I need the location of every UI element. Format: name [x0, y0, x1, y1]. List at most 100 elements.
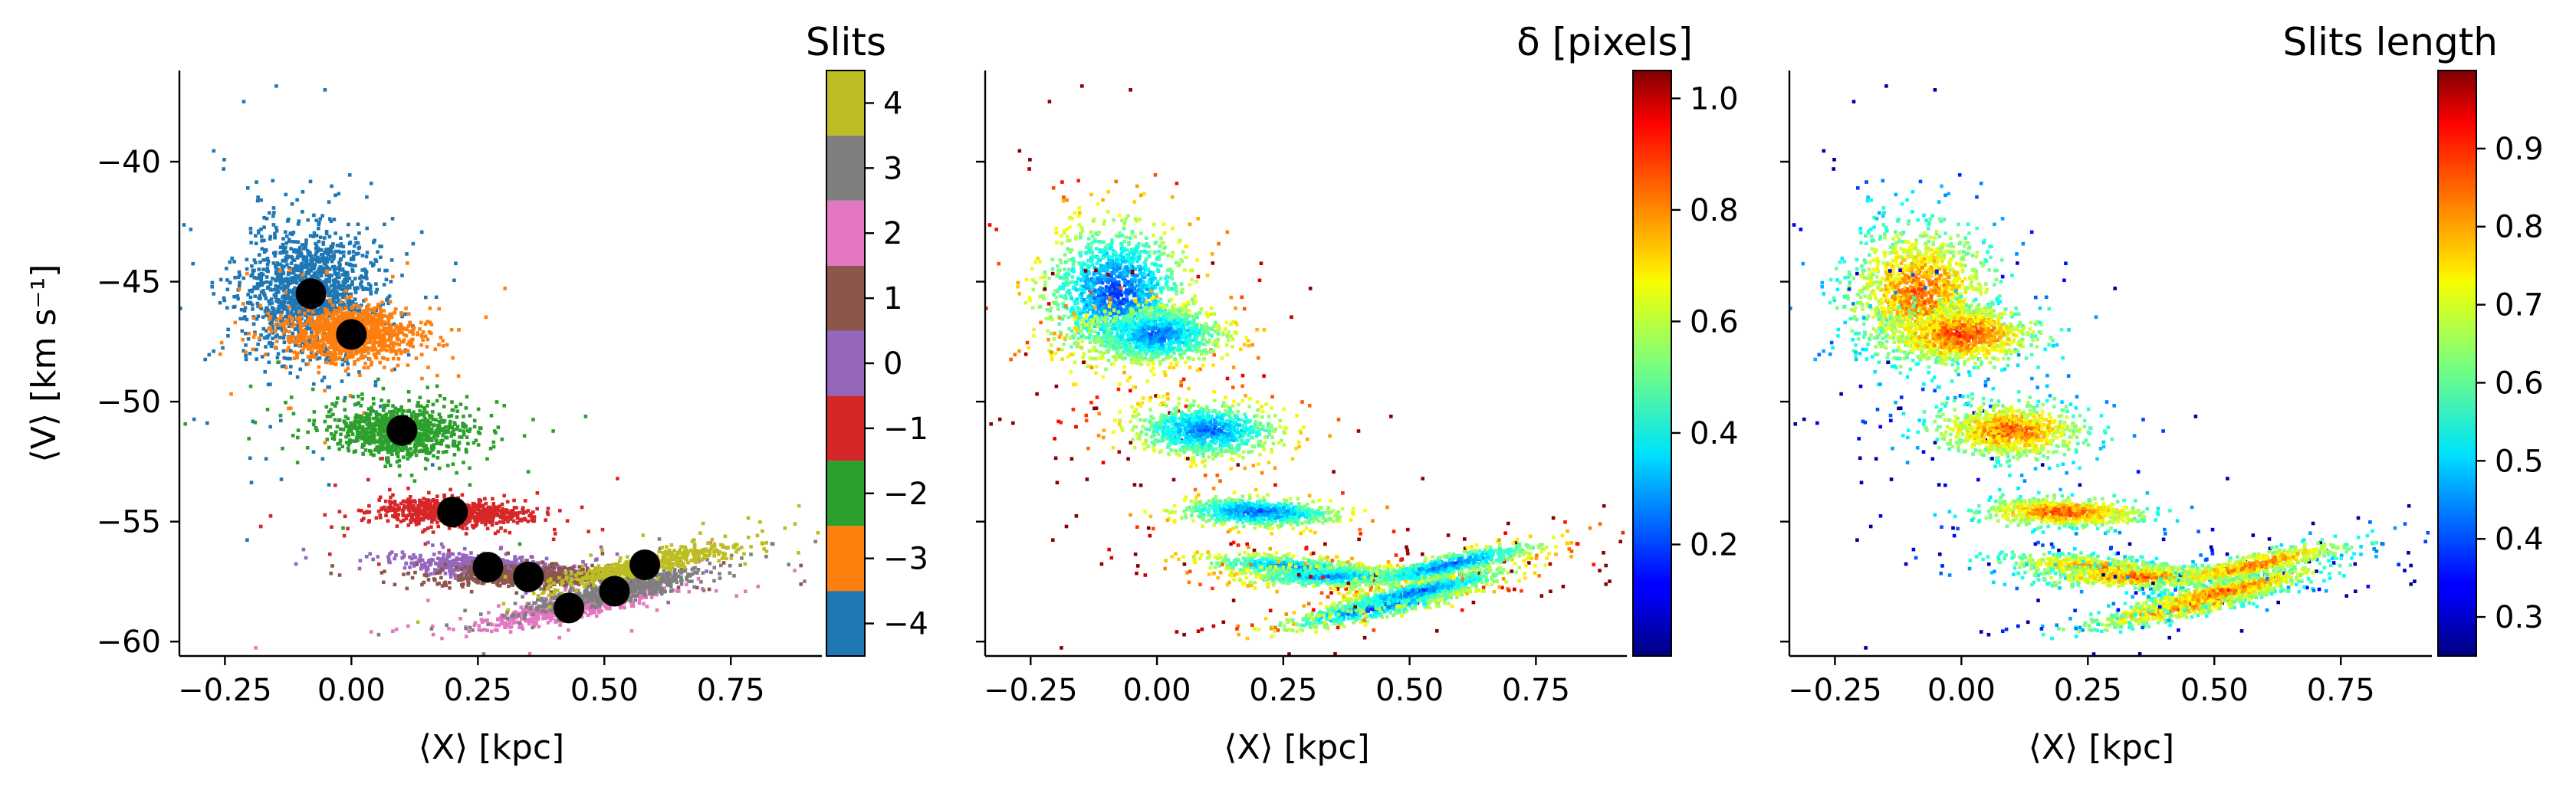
scatter-point [492, 505, 496, 509]
scatter-point [450, 559, 455, 563]
scatter-point [365, 251, 370, 254]
scatter-point [464, 448, 468, 451]
scatter-point [276, 273, 280, 277]
scatter-point [676, 585, 681, 589]
scatter-point [334, 401, 339, 405]
scatter-point [547, 569, 551, 572]
scatter-point [441, 419, 445, 424]
scatter-point [365, 427, 369, 431]
scatter-point [485, 510, 489, 514]
scatter-point [330, 353, 334, 356]
scatter-point [388, 499, 392, 503]
scatter-point [364, 412, 368, 416]
scatter-point [314, 426, 318, 430]
scatter-point [314, 330, 318, 333]
scatter-point [359, 314, 363, 318]
scatter-point [319, 314, 324, 319]
scatter-point [327, 325, 331, 330]
scatter-point [463, 565, 468, 569]
scatter-point [382, 309, 386, 313]
scatter-point [526, 470, 531, 474]
scatter-point [292, 350, 297, 354]
scatter-point [369, 428, 373, 432]
scatter-point [423, 334, 428, 338]
scatter-point [328, 552, 332, 556]
scatter-point [331, 242, 335, 246]
scatter-point [310, 265, 314, 270]
scatter-point [409, 412, 414, 416]
scatter-point [455, 427, 458, 431]
scatter-point [383, 499, 388, 503]
scatter-point [255, 283, 260, 287]
scatter-point [284, 230, 288, 234]
scatter-point [363, 310, 368, 313]
scatter-point [449, 575, 453, 579]
scatter-point [472, 425, 477, 428]
scatter-point [583, 563, 588, 567]
scatter-point [397, 348, 402, 352]
scatter-point [418, 413, 422, 417]
scatter-point [269, 344, 274, 349]
scatter-point [284, 290, 288, 295]
scatter-point [355, 402, 359, 406]
scatter-point [360, 274, 363, 278]
scatter-point [523, 499, 527, 503]
scatter-point [333, 284, 337, 287]
scatter-point [408, 498, 412, 503]
scatter-point [249, 241, 253, 244]
scatter-point [367, 510, 372, 514]
scatter-point [328, 306, 332, 310]
scatter-point [410, 507, 414, 511]
scatter-point [429, 509, 434, 513]
scatter-point [389, 347, 393, 351]
scatter-point [284, 192, 288, 197]
scatter-point [468, 414, 472, 418]
scatter-point [475, 523, 479, 526]
scatter-point [377, 330, 381, 334]
scatter-point [260, 355, 264, 359]
scatter-point [504, 517, 508, 521]
scatter-point [334, 483, 337, 487]
scatter-point [385, 441, 389, 445]
scatter-point [266, 260, 271, 264]
scatter-point [416, 401, 420, 405]
scatter-point [365, 306, 369, 310]
scatter-point [518, 542, 522, 546]
scatter-point [412, 564, 416, 568]
scatter-point [376, 324, 380, 328]
scatter-point [367, 431, 371, 435]
scatter-point [421, 330, 426, 334]
scatter-point [458, 402, 463, 406]
scatter-point [422, 414, 426, 418]
scatter-point [254, 241, 258, 245]
scatter-point [418, 556, 422, 560]
scatter-point [334, 249, 337, 254]
scatter-point [424, 444, 428, 448]
scatter-point [248, 300, 252, 304]
scatter-point [402, 507, 406, 512]
scatter-point [372, 330, 376, 334]
scatter-point [468, 565, 472, 569]
scatter-point [462, 546, 467, 551]
scatter-point [419, 404, 423, 408]
scatter-point [346, 362, 350, 366]
scatter-point [229, 392, 233, 396]
scatter-point [425, 451, 429, 455]
scatter-point [362, 299, 366, 303]
scatter-point [341, 244, 346, 249]
scatter-point [551, 429, 555, 433]
scatter-point [317, 370, 320, 375]
scatter-point [399, 349, 403, 354]
scatter-point [453, 572, 457, 577]
scatter-point [386, 451, 390, 454]
scatter-point [335, 425, 340, 428]
scatter-point [347, 448, 351, 453]
scatter-point [522, 434, 527, 438]
scatter-point [282, 320, 287, 325]
scatter-point [323, 88, 327, 92]
scatter-point [393, 448, 396, 452]
scatter-point [332, 279, 337, 283]
scatter-point [300, 243, 304, 247]
scatter-point [409, 323, 412, 326]
scatter-point [378, 495, 383, 500]
